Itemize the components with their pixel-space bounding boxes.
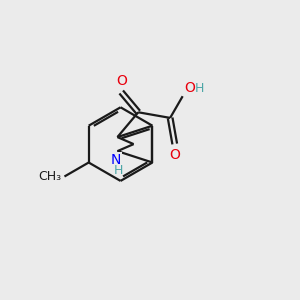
Text: O: O bbox=[116, 74, 127, 88]
Text: CH₃: CH₃ bbox=[38, 170, 61, 183]
Text: N: N bbox=[111, 153, 121, 166]
Text: O: O bbox=[169, 148, 180, 161]
Text: H: H bbox=[114, 164, 124, 176]
Text: O: O bbox=[184, 81, 195, 95]
Text: H: H bbox=[195, 82, 204, 95]
